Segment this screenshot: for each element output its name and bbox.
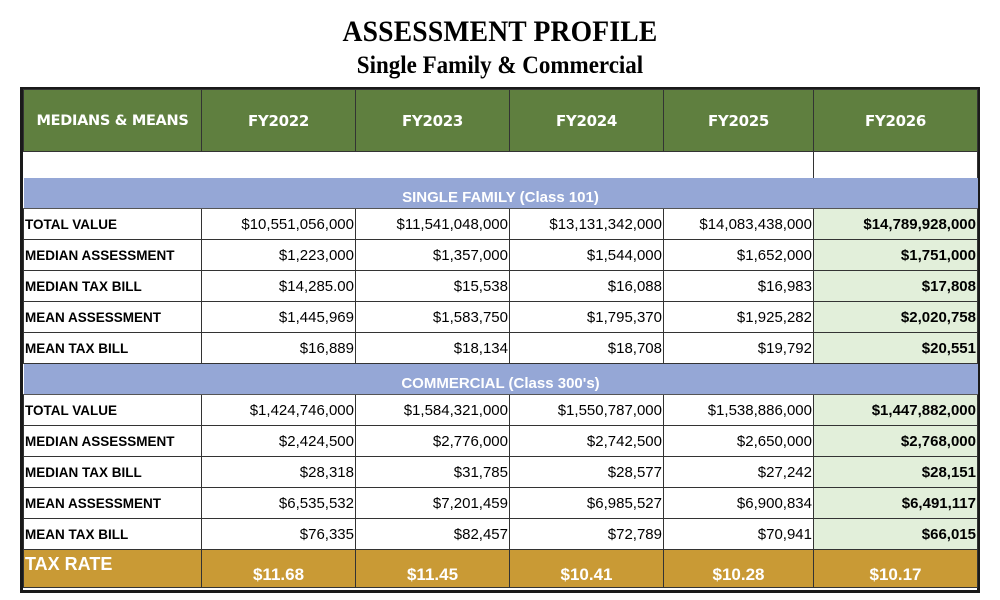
page-title: ASSESSMENT PROFILE xyxy=(342,15,658,48)
cell-value: $6,535,532 xyxy=(201,487,356,519)
section-header-single-family: SINGLE FAMILY (Class 101) xyxy=(23,177,978,209)
cell-value: $14,285.00 xyxy=(201,270,356,302)
table-row: MEAN ASSESSMENT $1,445,969 $1,583,750 $1… xyxy=(23,301,978,333)
cell-value: $27,242 xyxy=(663,456,814,488)
cell-value: $18,708 xyxy=(509,332,664,364)
header-year: FY2024 xyxy=(509,89,664,152)
cell-value-current: $2,768,000 xyxy=(813,425,978,457)
cell-value: $13,131,342,000 xyxy=(509,208,664,240)
row-label: MEAN ASSESSMENT xyxy=(23,301,202,333)
cell-value: $16,983 xyxy=(663,270,814,302)
section-header-commercial: COMMERCIAL (Class 300's) xyxy=(23,363,978,395)
tax-rate-label: TAX RATE xyxy=(23,549,202,588)
section-title: SINGLE FAMILY (Class 101) xyxy=(23,177,978,209)
cell-value: $1,357,000 xyxy=(355,239,510,271)
tax-rate-value: $10.17 xyxy=(813,549,978,588)
cell-value: $28,318 xyxy=(201,456,356,488)
cell-value-current: $2,020,758 xyxy=(813,301,978,333)
spacer-row xyxy=(23,151,978,178)
section-title: COMMERCIAL (Class 300's) xyxy=(23,363,978,395)
cell-value: $2,742,500 xyxy=(509,425,664,457)
row-label: MEDIAN TAX BILL xyxy=(23,456,202,488)
row-label: MEAN ASSESSMENT xyxy=(23,487,202,519)
cell-value: $31,785 xyxy=(355,456,510,488)
row-label: MEAN TAX BILL xyxy=(23,332,202,364)
table-row: MEDIAN TAX BILL $14,285.00 $15,538 $16,0… xyxy=(23,270,978,302)
tax-rate-value: $11.68 xyxy=(201,549,356,588)
row-label: MEDIAN ASSESSMENT xyxy=(23,239,202,271)
table-row: MEAN TAX BILL $16,889 $18,134 $18,708 $1… xyxy=(23,332,978,364)
cell-value-current: $20,551 xyxy=(813,332,978,364)
tax-rate-value: $10.41 xyxy=(509,549,664,588)
cell-value-current: $1,447,882,000 xyxy=(813,394,978,426)
cell-value-current: $14,789,928,000 xyxy=(813,208,978,240)
tax-rate-row: TAX RATE $11.68 $11.45 $10.41 $10.28 $10… xyxy=(23,549,978,588)
row-label: MEDIAN ASSESSMENT xyxy=(23,425,202,457)
cell-value: $1,538,886,000 xyxy=(663,394,814,426)
table-row: TOTAL VALUE $1,424,746,000 $1,584,321,00… xyxy=(23,394,978,426)
row-label: MEAN TAX BILL xyxy=(23,518,202,550)
header-year: FY2022 xyxy=(201,89,356,152)
cell-value: $82,457 xyxy=(355,518,510,550)
cell-value: $76,335 xyxy=(201,518,356,550)
row-label: TOTAL VALUE xyxy=(23,208,202,240)
cell-value: $19,792 xyxy=(663,332,814,364)
cell-value-current: $66,015 xyxy=(813,518,978,550)
row-label: MEDIAN TAX BILL xyxy=(23,270,202,302)
table-row: MEAN TAX BILL $76,335 $82,457 $72,789 $7… xyxy=(23,518,978,550)
cell-value: $1,223,000 xyxy=(201,239,356,271)
cell-value: $14,083,438,000 xyxy=(663,208,814,240)
header-label: MEDIANS & MEANS xyxy=(23,89,202,152)
cell-value: $1,925,282 xyxy=(663,301,814,333)
cell-value: $15,538 xyxy=(355,270,510,302)
assessment-table: MEDIANS & MEANS FY2022 FY2023 FY2024 FY2… xyxy=(23,89,978,588)
cell-value: $18,134 xyxy=(355,332,510,364)
table-row: MEDIAN ASSESSMENT $1,223,000 $1,357,000 … xyxy=(23,239,978,271)
cell-value: $72,789 xyxy=(509,518,664,550)
header-year: FY2026 xyxy=(813,89,978,152)
header-row: MEDIANS & MEANS FY2022 FY2023 FY2024 FY2… xyxy=(23,89,978,152)
cell-value: $10,551,056,000 xyxy=(201,208,356,240)
cell-value: $1,652,000 xyxy=(663,239,814,271)
cell-value: $2,650,000 xyxy=(663,425,814,457)
cell-value: $2,776,000 xyxy=(355,425,510,457)
table-row: MEAN ASSESSMENT $6,535,532 $7,201,459 $6… xyxy=(23,487,978,519)
cell-value-current: $1,751,000 xyxy=(813,239,978,271)
header-year: FY2025 xyxy=(663,89,814,152)
table-row: TOTAL VALUE $10,551,056,000 $11,541,048,… xyxy=(23,208,978,240)
tax-rate-value: $11.45 xyxy=(355,549,510,588)
cell-value: $11,541,048,000 xyxy=(355,208,510,240)
cell-value: $1,795,370 xyxy=(509,301,664,333)
cell-value-current: $6,491,117 xyxy=(813,487,978,519)
cell-value: $1,424,746,000 xyxy=(201,394,356,426)
cell-value: $16,088 xyxy=(509,270,664,302)
cell-value: $2,424,500 xyxy=(201,425,356,457)
assessment-table-frame: MEDIANS & MEANS FY2022 FY2023 FY2024 FY2… xyxy=(20,87,980,593)
tax-rate-value: $10.28 xyxy=(663,549,814,588)
cell-value-current: $28,151 xyxy=(813,456,978,488)
cell-value-current: $17,808 xyxy=(813,270,978,302)
header-year: FY2023 xyxy=(355,89,510,152)
page-subtitle: Single Family & Commercial xyxy=(356,52,644,79)
cell-value: $7,201,459 xyxy=(355,487,510,519)
cell-value: $1,583,750 xyxy=(355,301,510,333)
cell-value: $1,550,787,000 xyxy=(509,394,664,426)
cell-value: $70,941 xyxy=(663,518,814,550)
cell-value: $16,889 xyxy=(201,332,356,364)
table-row: MEDIAN TAX BILL $28,318 $31,785 $28,577 … xyxy=(23,456,978,488)
table-row: MEDIAN ASSESSMENT $2,424,500 $2,776,000 … xyxy=(23,425,978,457)
cell-value: $1,544,000 xyxy=(509,239,664,271)
cell-value: $1,445,969 xyxy=(201,301,356,333)
cell-value: $28,577 xyxy=(509,456,664,488)
cell-value: $1,584,321,000 xyxy=(355,394,510,426)
row-label: TOTAL VALUE xyxy=(23,394,202,426)
cell-value: $6,900,834 xyxy=(663,487,814,519)
cell-value: $6,985,527 xyxy=(509,487,664,519)
